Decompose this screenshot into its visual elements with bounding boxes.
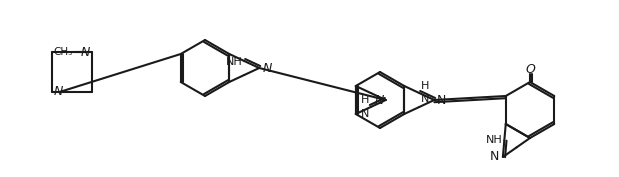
Text: N: N (80, 46, 90, 59)
Text: N: N (437, 93, 447, 107)
Text: CH₃: CH₃ (54, 47, 73, 57)
Text: N: N (422, 94, 430, 104)
Text: H: H (360, 95, 369, 105)
Text: H: H (422, 81, 430, 91)
Text: O: O (525, 63, 535, 76)
Text: N: N (490, 150, 499, 164)
Text: NH: NH (225, 57, 242, 67)
Text: N: N (374, 93, 384, 107)
Text: N: N (262, 61, 272, 75)
Text: N: N (53, 85, 63, 98)
Text: N: N (360, 109, 369, 119)
Text: NH: NH (485, 135, 502, 145)
